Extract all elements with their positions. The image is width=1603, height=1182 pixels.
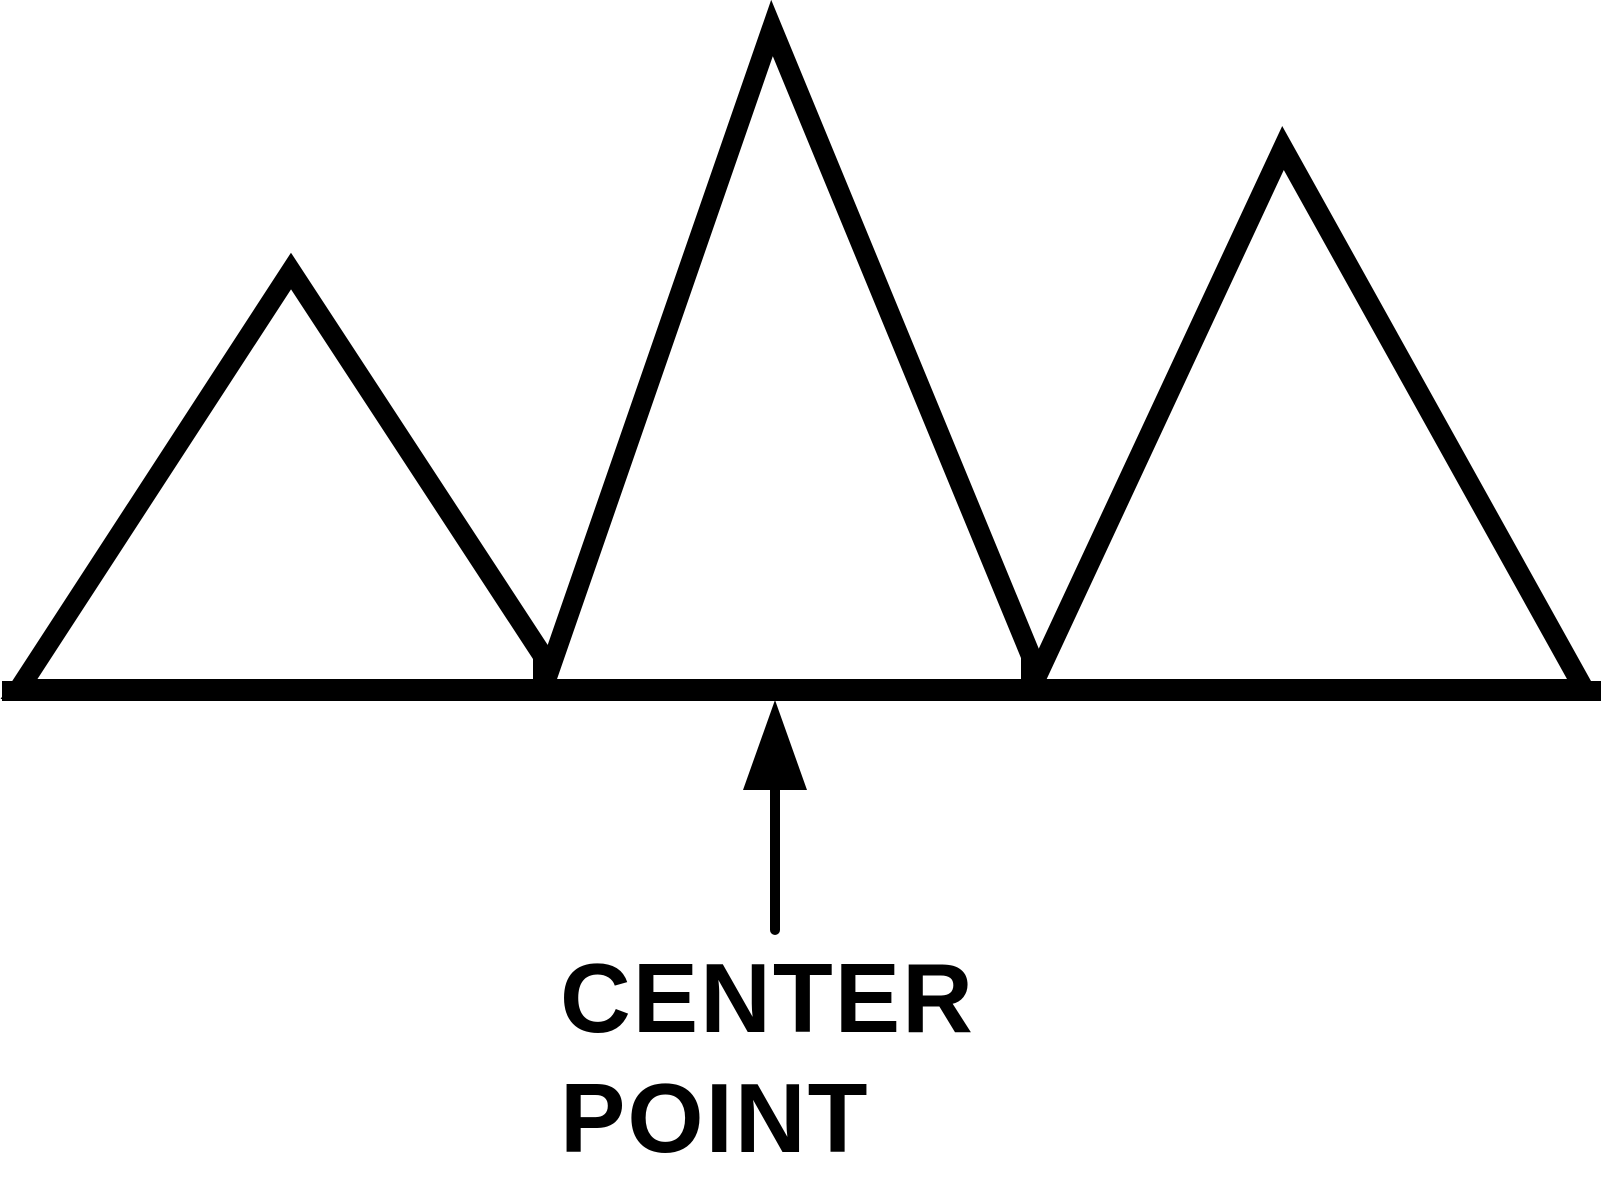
center-point-label: CENTER POINT (560, 938, 975, 1178)
left-triangle (0, 252, 553, 699)
label-line-2: POINT (560, 1063, 870, 1173)
arrow-head-icon (743, 700, 807, 790)
middle-triangle (528, 0, 1041, 699)
right-triangle (1015, 126, 1602, 699)
label-line-1: CENTER (560, 943, 975, 1053)
